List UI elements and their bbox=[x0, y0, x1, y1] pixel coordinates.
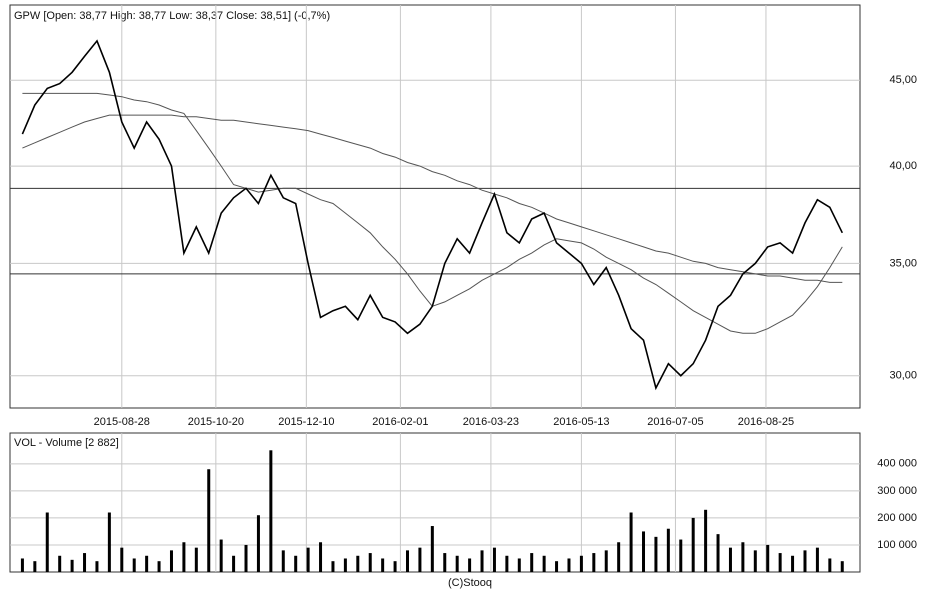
volume-bar bbox=[542, 555, 546, 572]
volume-bar bbox=[157, 561, 161, 572]
volume-title: VOL - Volume [2 882] bbox=[14, 437, 119, 449]
volume-bar bbox=[468, 558, 472, 572]
volume-bar bbox=[642, 531, 646, 572]
volume-bar bbox=[45, 512, 49, 572]
volume-bar bbox=[393, 561, 397, 572]
volume-bar bbox=[70, 559, 74, 572]
volume-bar bbox=[343, 558, 347, 572]
price-line bbox=[22, 114, 843, 283]
volume-bar bbox=[207, 469, 211, 572]
y-tick-label: 35,00 bbox=[889, 257, 917, 269]
x-tick-label: 2016-02-01 bbox=[372, 416, 428, 428]
volume-bar bbox=[691, 517, 695, 572]
x-tick-label: 2015-12-10 bbox=[278, 416, 334, 428]
volume-bar bbox=[269, 450, 273, 572]
volume-bar bbox=[592, 553, 596, 572]
volume-bar bbox=[33, 561, 37, 572]
x-tick-label: 2016-08-25 bbox=[738, 416, 794, 428]
volume-bar bbox=[753, 550, 757, 572]
volume-bar bbox=[505, 555, 509, 572]
volume-bar bbox=[405, 550, 409, 572]
volume-bar bbox=[58, 555, 62, 572]
volume-bar bbox=[704, 509, 708, 572]
volume-bar bbox=[294, 555, 298, 572]
volume-bar bbox=[455, 555, 459, 572]
volume-bar bbox=[194, 547, 198, 572]
y-tick-label: 30,00 bbox=[889, 370, 917, 382]
volume-bar bbox=[331, 561, 335, 572]
volume-bar bbox=[815, 547, 819, 572]
volume-bar bbox=[579, 555, 583, 572]
volume-bar bbox=[604, 550, 608, 572]
volume-bar bbox=[728, 547, 732, 572]
volume-bar bbox=[83, 553, 87, 572]
volume-bar bbox=[555, 561, 559, 572]
x-tick-label: 2016-05-13 bbox=[553, 416, 609, 428]
volume-bar bbox=[530, 553, 534, 572]
volume-bar bbox=[145, 555, 149, 572]
volume-bar bbox=[256, 515, 260, 572]
volume-bar bbox=[679, 539, 683, 572]
volume-bar bbox=[306, 547, 310, 572]
volume-bar bbox=[95, 561, 99, 572]
volume-bar bbox=[20, 558, 24, 572]
volume-bar bbox=[443, 553, 447, 572]
volume-bar bbox=[244, 544, 248, 572]
volume-bar bbox=[666, 528, 670, 572]
volume-panel bbox=[9, 432, 861, 573]
volume-bar bbox=[741, 542, 745, 572]
x-tick-label: 2016-07-05 bbox=[647, 416, 703, 428]
y-tick-label: 300 000 bbox=[877, 485, 917, 497]
volume-bar bbox=[480, 550, 484, 572]
volume-bar bbox=[517, 558, 521, 572]
x-tick-label: 2015-10-20 bbox=[188, 416, 244, 428]
y-tick-label: 100 000 bbox=[877, 539, 917, 551]
volume-bar bbox=[120, 547, 124, 572]
volume-bar bbox=[492, 547, 496, 572]
y-tick-label: 40,00 bbox=[889, 160, 917, 172]
volume-bar bbox=[430, 526, 434, 572]
volume-bar bbox=[219, 539, 223, 572]
volume-bar bbox=[381, 558, 385, 572]
volume-bar bbox=[654, 536, 658, 572]
y-tick-label: 400 000 bbox=[877, 458, 917, 470]
volume-bar bbox=[766, 544, 770, 572]
volume-bar bbox=[132, 558, 136, 572]
volume-bar bbox=[778, 553, 782, 572]
volume-bar bbox=[368, 553, 372, 572]
chart-title: GPW [Open: 38,77 High: 38,77 Low: 38,37 … bbox=[14, 10, 330, 22]
volume-bar bbox=[169, 550, 173, 572]
volume-bar bbox=[356, 555, 360, 572]
y-tick-label: 200 000 bbox=[877, 512, 917, 524]
volume-bar bbox=[617, 542, 621, 572]
volume-bar bbox=[716, 534, 720, 572]
x-tick-label: 2015-08-28 bbox=[94, 416, 150, 428]
volume-bar bbox=[791, 555, 795, 572]
price-panel bbox=[9, 4, 861, 409]
volume-bar bbox=[182, 542, 186, 572]
y-tick-label: 45,00 bbox=[889, 74, 917, 86]
volume-bar bbox=[107, 512, 111, 572]
price-line bbox=[21, 39, 844, 391]
volume-bar bbox=[232, 555, 236, 572]
source: (C)Stooq bbox=[448, 577, 492, 589]
volume-bar bbox=[567, 558, 571, 572]
x-tick-label: 2016-03-23 bbox=[463, 416, 519, 428]
volume-bar bbox=[281, 550, 285, 572]
volume-bar bbox=[418, 547, 422, 572]
volume-bar bbox=[828, 558, 832, 572]
volume-bar bbox=[319, 542, 323, 572]
volume-bar bbox=[803, 550, 807, 572]
volume-bar bbox=[840, 561, 844, 572]
volume-bar bbox=[629, 512, 633, 572]
